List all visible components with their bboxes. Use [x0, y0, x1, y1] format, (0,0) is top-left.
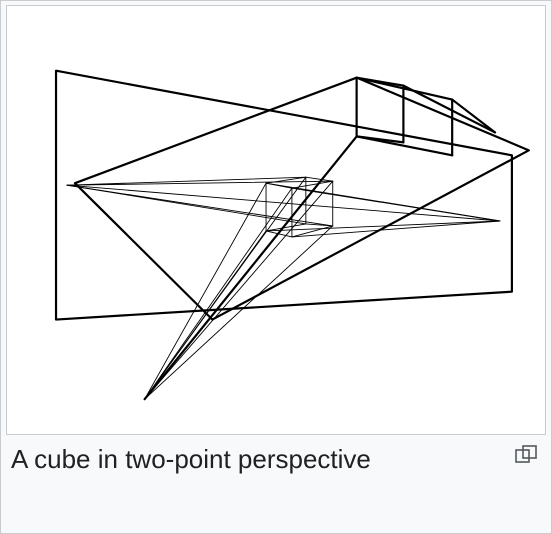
- figure-image[interactable]: [6, 5, 546, 435]
- caption-row: A cube in two-point perspective: [5, 435, 547, 481]
- figure-thumb: A cube in two-point perspective: [0, 0, 552, 534]
- enlarge-icon[interactable]: [505, 443, 543, 463]
- perspective-diagram: [7, 6, 545, 434]
- figure-caption: A cube in two-point perspective: [11, 443, 505, 477]
